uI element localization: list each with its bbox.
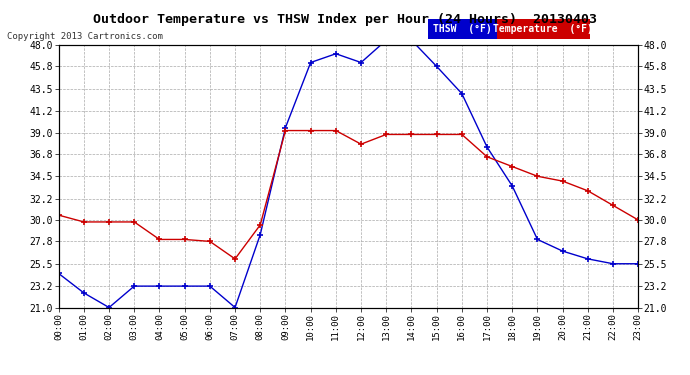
Text: THSW  (°F): THSW (°F) [433, 24, 492, 34]
Text: Copyright 2013 Cartronics.com: Copyright 2013 Cartronics.com [7, 32, 163, 41]
Text: Temperature  (°F): Temperature (°F) [493, 24, 593, 34]
Text: Outdoor Temperature vs THSW Index per Hour (24 Hours)  20130403: Outdoor Temperature vs THSW Index per Ho… [93, 13, 597, 26]
